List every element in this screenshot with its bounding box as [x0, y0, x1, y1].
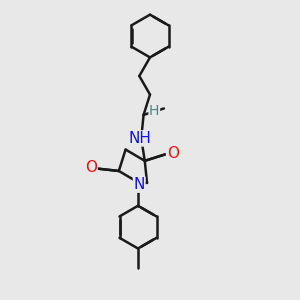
Text: O: O	[85, 160, 97, 175]
Text: N: N	[134, 177, 145, 192]
Text: NH: NH	[129, 131, 152, 146]
Text: H: H	[149, 104, 160, 118]
Text: O: O	[167, 146, 179, 161]
